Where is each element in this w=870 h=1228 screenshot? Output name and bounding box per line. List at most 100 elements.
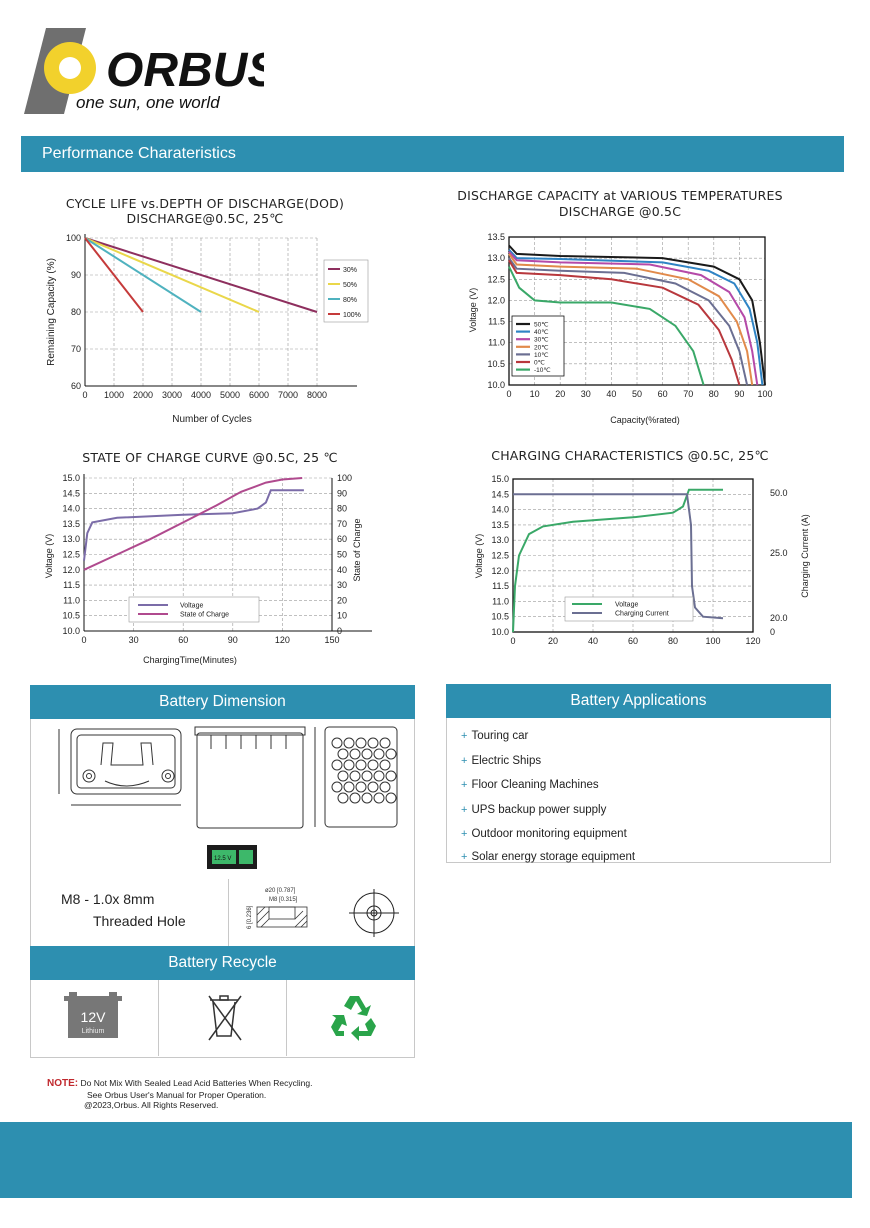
hex-cell xyxy=(385,792,397,804)
x-tick-label: 120 xyxy=(745,636,760,646)
x-axis-title: Capacity(%rated) xyxy=(610,415,680,425)
y-tick-label: 12.0 xyxy=(491,566,509,576)
hex-cell xyxy=(349,792,361,804)
y2-tick-label: 100 xyxy=(337,473,352,483)
y-tick-label: 13.0 xyxy=(62,534,80,544)
y-tick-label: 12.0 xyxy=(62,565,80,575)
plus-icon: + xyxy=(461,730,468,742)
x-tick-label: 30 xyxy=(581,389,591,399)
thread-hole-drawings: ø20 [0.787] M8 [0.315] 6 [0.236] xyxy=(247,888,399,937)
y-tick-label: 13.0 xyxy=(487,253,505,263)
y-tick-label: 60 xyxy=(71,381,81,391)
hex-cell xyxy=(373,770,385,782)
threaded-hole-row: M8 - 1.0x 8mm Threaded Hole ø20 [0.787] … xyxy=(30,879,415,947)
battery-side-view-drawing xyxy=(194,726,306,829)
x-tick-label: 90 xyxy=(734,389,744,399)
x-tick-label: 4000 xyxy=(191,390,211,400)
y-tick-label: 15.0 xyxy=(491,474,509,484)
y-tick-label: 70 xyxy=(71,344,81,354)
x-tick-label: 0 xyxy=(510,636,515,646)
x-tick-label: 0 xyxy=(506,389,511,399)
x-tick-label: 80 xyxy=(709,389,719,399)
y-axis-title: Voltage (V) xyxy=(44,534,54,579)
series-line-10℃ xyxy=(508,257,749,386)
series-line-0℃ xyxy=(508,259,741,386)
application-item: + Electric Ships xyxy=(461,754,542,767)
y-tick-label: 11.5 xyxy=(492,581,509,591)
series-line-40℃ xyxy=(508,249,764,386)
charging-chart-title: CHARGING CHARACTERISTICS @0.5C, 25℃ xyxy=(491,448,769,463)
battery-drawings: 12.5 V xyxy=(58,726,398,869)
x-tick-label: 60 xyxy=(628,636,638,646)
y2-tick-label: 50 xyxy=(337,550,347,560)
hex-cell xyxy=(367,781,379,793)
y-tick-label: 10.5 xyxy=(487,359,505,369)
thread-spec-line1: M8 - 1.0x 8mm xyxy=(61,891,155,907)
y2-tick-label: 40 xyxy=(337,565,347,575)
y-tick-label: 80 xyxy=(71,307,81,317)
y-tick-label: 12.5 xyxy=(491,551,509,561)
hex-cell xyxy=(379,759,391,771)
y-tick-label: 10.0 xyxy=(491,627,509,637)
y-axis-title: Voltage (V) xyxy=(468,288,478,333)
plus-icon: + xyxy=(461,803,468,816)
y-tick-label: 100 xyxy=(66,233,81,243)
y2-tick-label: 0 xyxy=(337,626,342,636)
hex-cell xyxy=(343,737,355,749)
applications-list: + Touring car + Electric Ships + Floor Clea… xyxy=(446,718,831,863)
battery-applications-header: Battery Applications xyxy=(446,684,831,718)
note-block: NOTE: Do Not Mix With Sealed Lead Acid B… xyxy=(47,1078,547,1111)
x-tick-label: 100 xyxy=(757,389,772,399)
logo-graphic: ORBUS one sun, one world xyxy=(24,28,279,114)
x-tick-label: 60 xyxy=(658,389,668,399)
legend-label: 100% xyxy=(343,312,361,319)
legend-box xyxy=(564,596,694,622)
battery-recycle-panel: Battery Recycle 12V Lithium xyxy=(30,946,415,1058)
application-item: + Solar energy storage equipment xyxy=(461,850,636,863)
legend-label: Voltage xyxy=(615,602,638,609)
thread-spec-line2: Threaded Hole xyxy=(93,913,186,929)
x-tick-label: 0 xyxy=(81,635,86,645)
hex-cell xyxy=(355,759,367,771)
legend-label: 0℃ xyxy=(534,360,546,367)
orbus-logo: ORBUS one sun, one world xyxy=(24,28,279,114)
series-line-100% xyxy=(84,237,144,313)
x-axis-title: ChargingTime(Minutes) xyxy=(143,655,237,665)
series-line--10℃ xyxy=(508,266,705,386)
x-tick-label: 6000 xyxy=(249,390,269,400)
x-axis-title: Number of Cycles xyxy=(172,414,251,425)
thread-diameter-label: ø20 [0.787] xyxy=(265,888,296,894)
legend-box xyxy=(128,596,260,623)
y-tick-label: 12.5 xyxy=(62,550,80,560)
recycle-icons: 12V Lithium xyxy=(64,992,376,1041)
cycle-life-chart: 0 1000 2000 3000 4000 5000 6000 7000 8000 60 70 80 9… xyxy=(46,233,369,425)
hex-cell xyxy=(379,781,391,793)
recycle-arrows-icon xyxy=(331,996,376,1041)
x-tick-label: 5000 xyxy=(220,390,240,400)
crossed-bin-icon xyxy=(208,995,242,1041)
note-line-1: Do Not Mix With Sealed Lead Acid Batteri… xyxy=(80,1078,313,1088)
y-tick-label: 13.0 xyxy=(491,535,509,545)
hex-cell xyxy=(331,781,343,793)
application-item: + Touring car xyxy=(461,730,529,742)
hex-cell xyxy=(331,759,343,771)
x-tick-label: 40 xyxy=(588,636,598,646)
hex-cell xyxy=(361,748,373,760)
x-tick-label: 3000 xyxy=(162,390,182,400)
y-tick-label: 12.0 xyxy=(487,295,505,305)
y-tick-label: 14.0 xyxy=(62,504,80,514)
battery-icon: 12V Lithium xyxy=(64,992,122,1038)
legend-label: Voltage xyxy=(180,603,203,610)
note-line-2: See Orbus User's Manual for Proper Opera… xyxy=(87,1089,267,1100)
plot-frame xyxy=(512,478,754,633)
legend-label: 80% xyxy=(343,297,357,304)
y-tick-label: 13.5 xyxy=(487,232,505,242)
battery-dimension-header: Battery Dimension xyxy=(30,685,415,719)
performance-section-header: Performance Charateristics xyxy=(21,136,844,172)
x-tick-label: 2000 xyxy=(133,390,153,400)
plus-icon: + xyxy=(461,828,468,840)
y2-tick-label: 30 xyxy=(337,580,347,590)
x-tick-label: 50 xyxy=(632,389,642,399)
thread-depth-label: 6 [0.236] xyxy=(247,905,253,929)
x-tick-label: 80 xyxy=(668,636,678,646)
